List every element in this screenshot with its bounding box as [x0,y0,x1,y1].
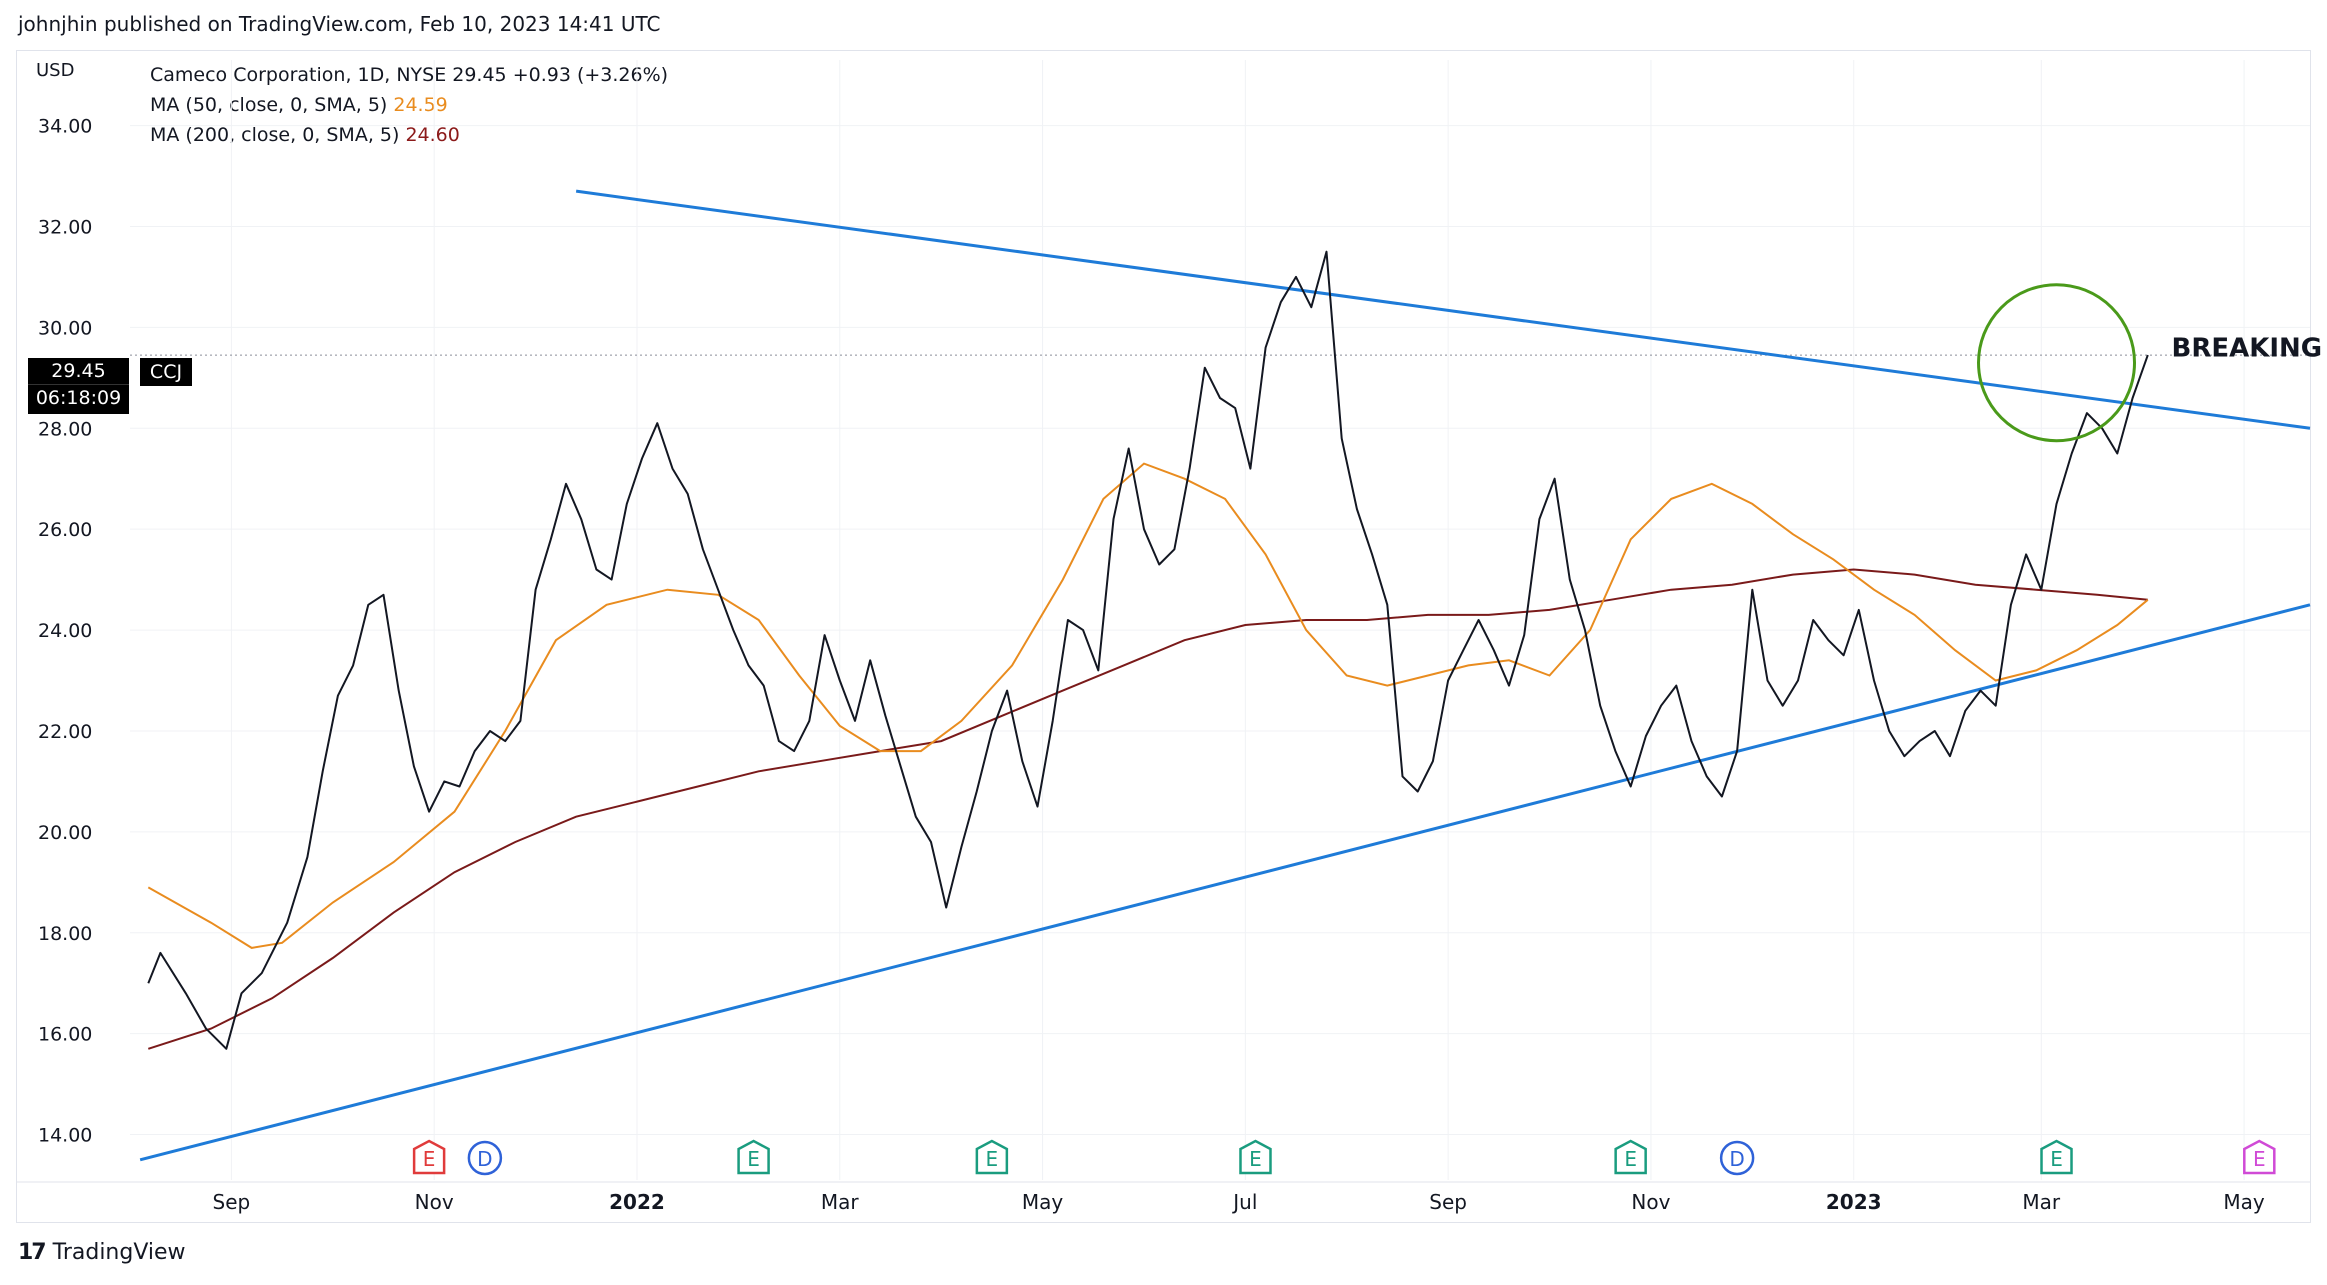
legend-ma50[interactable]: MA (50, close, 0, SMA, 5) 24.59 [150,90,668,120]
bar-countdown: 06:18:09 [35,387,122,409]
chart-frame[interactable] [16,50,2311,1223]
ma200-value: 24.60 [405,124,460,146]
chart-legend: Cameco Corporation, 1D, NYSE 29.45 +0.93… [150,60,668,150]
tradingview-logo-icon: 17 [18,1240,47,1265]
currency-label: USD [36,60,75,81]
last-price-value: 29.45 [28,358,129,385]
legend-symbol[interactable]: Cameco Corporation, 1D, NYSE 29.45 +0.93… [150,64,669,86]
ticker-tag: CCJ [140,358,192,386]
ma50-value: 24.59 [393,94,448,116]
tradingview-brand: TradingView [52,1240,186,1265]
legend-ma200[interactable]: MA (200, close, 0, SMA, 5) 24.60 [150,120,668,150]
publish-caption: johnjhin published on TradingView.com, F… [18,12,661,36]
last-price-tag: 29.45 06:18:09 [28,358,129,414]
tradingview-footer[interactable]: 17 TradingView [18,1240,186,1265]
ma50-label: MA (50, close, 0, SMA, 5) [150,94,388,116]
ma200-label: MA (200, close, 0, SMA, 5) [150,124,400,146]
